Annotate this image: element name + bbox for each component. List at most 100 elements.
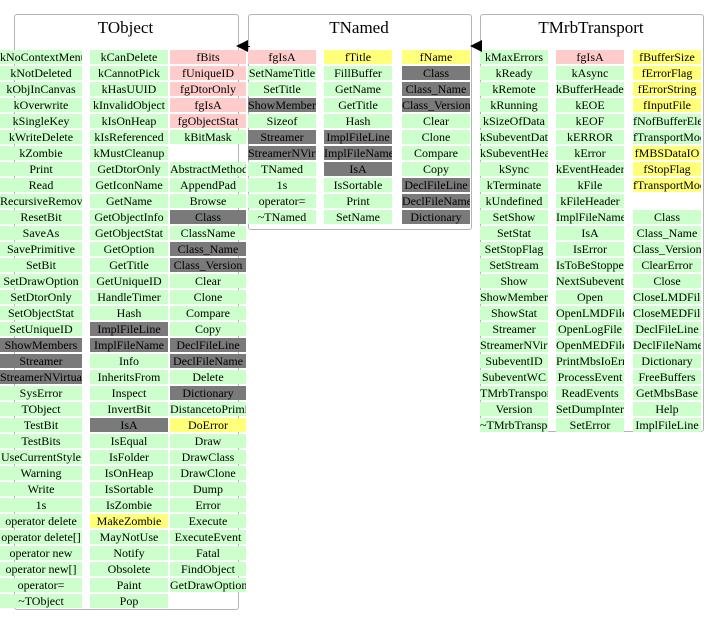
member-tmrbtransport: IsError (556, 242, 624, 256)
member-tmrbtransport: fNofBufferElements (633, 114, 701, 128)
member-tmrbtransport: fBufferSize (633, 50, 701, 64)
member-tmrbtransport: GetMbsBase (633, 386, 701, 400)
member-tobject: ImplFileLine (90, 322, 168, 336)
member-tobject: IsA (90, 418, 168, 432)
member-tobject: Delete (170, 370, 246, 384)
member-tnamed: TNamed (248, 162, 316, 176)
member-tobject: fgDtorOnly (170, 82, 246, 96)
member-tmrbtransport: ReadEvents (556, 386, 624, 400)
member-tmrbtransport: fInputFile (633, 98, 701, 112)
member-tobject: Info (90, 354, 168, 368)
inheritance-arrow (470, 40, 482, 52)
member-tmrbtransport: fMBSDataIO (633, 146, 701, 160)
member-tmrbtransport: TMrbTransport (480, 386, 548, 400)
member-tobject: kCanDelete (90, 50, 168, 64)
member-tmrbtransport: kEOF (556, 114, 624, 128)
member-tobject: kHasUUID (90, 82, 168, 96)
member-tmrbtransport: kSync (480, 162, 548, 176)
member-tmrbtransport: kEventHeader (556, 162, 624, 176)
member-tobject: Paint (90, 578, 168, 592)
member-tmrbtransport: kMaxErrors (480, 50, 548, 64)
member-tmrbtransport: kReady (480, 66, 548, 80)
member-tmrbtransport: fStopFlag (633, 162, 701, 176)
member-tobject: Error (170, 498, 246, 512)
member-tnamed: Hash (324, 114, 392, 128)
member-tobject: kNotDeleted (0, 66, 82, 80)
member-tmrbtransport: kTerminate (480, 178, 548, 192)
class-title-tnamed: TNamed (329, 18, 389, 37)
member-tobject: Copy (170, 322, 246, 336)
member-tmrbtransport: kFileHeader (556, 194, 624, 208)
member-tmrbtransport: ImplFileLine (633, 418, 701, 432)
member-tobject: Print (0, 162, 82, 176)
member-tobject: MayNotUse (90, 530, 168, 544)
member-tobject: kSingleKey (0, 114, 82, 128)
member-tnamed: DeclFileName (402, 194, 470, 208)
member-tobject: GetIconName (90, 178, 168, 192)
member-tmrbtransport: DeclFileName (633, 338, 701, 352)
member-tnamed: fTitle (324, 50, 392, 64)
member-tobject: GetTitle (90, 258, 168, 272)
member-tobject: Write (0, 482, 82, 496)
member-tobject: 1s (0, 498, 82, 512)
member-tobject: RecursiveRemove (0, 194, 82, 208)
member-tobject: fBits (170, 50, 246, 64)
member-tobject: SaveAs (0, 226, 82, 240)
inheritance-arrow (236, 40, 248, 52)
member-tmrbtransport: ShowStat (480, 306, 548, 320)
member-tmrbtransport: OpenLMDFile (556, 306, 624, 320)
member-tmrbtransport: kERROR (556, 130, 624, 144)
member-tobject: SetUniqueID (0, 322, 82, 336)
member-tnamed: operator= (248, 194, 316, 208)
member-tobject: Clone (170, 290, 246, 304)
member-tobject: GetDrawOption (170, 578, 246, 592)
member-tmrbtransport: kSizeOfData (480, 114, 548, 128)
member-tnamed: ImplFileLine (324, 130, 392, 144)
member-tnamed: Print (324, 194, 392, 208)
member-tobject: ~TObject (0, 594, 82, 608)
member-tobject: fgIsA (170, 98, 246, 112)
member-tobject: DeclFileLine (170, 338, 246, 352)
member-tobject: StreamerNVirtual (0, 370, 82, 384)
member-tobject: Dictionary (170, 386, 246, 400)
member-tmrbtransport: kSubeventData (480, 130, 548, 144)
member-tobject: Draw (170, 434, 246, 448)
member-tmrbtransport: fErrorFlag (633, 66, 701, 80)
member-tnamed: Compare (402, 146, 470, 160)
member-tnamed: ~TNamed (248, 210, 316, 224)
member-tobject: SetObjectStat (0, 306, 82, 320)
member-tmrbtransport: fTransportMode (633, 130, 701, 144)
member-tnamed: Class_Version (402, 98, 470, 112)
member-tmrbtransport: Help (633, 402, 701, 416)
member-tnamed: SetTitle (248, 82, 316, 96)
member-tmrbtransport: Streamer (480, 322, 548, 336)
member-tobject: kIsReferenced (90, 130, 168, 144)
member-tnamed: 1s (248, 178, 316, 192)
member-tnamed: FillBuffer (324, 66, 392, 80)
member-tnamed: IsA (324, 162, 392, 176)
class-title-tmrbtransport: TMrbTransport (538, 18, 644, 37)
member-tobject: GetUniqueID (90, 274, 168, 288)
member-tobject: IsSortable (90, 482, 168, 496)
member-tobject: GetName (90, 194, 168, 208)
member-tmrbtransport: kEOE (556, 98, 624, 112)
member-tmrbtransport: CloseLMDFile (633, 290, 701, 304)
member-tmrbtransport: DeclFileLine (633, 322, 701, 336)
member-tobject: fgObjectStat (170, 114, 246, 128)
member-tobject: operator= (0, 578, 82, 592)
member-tobject: Browse (170, 194, 246, 208)
member-tnamed: Streamer (248, 130, 316, 144)
class-title-tobject: TObject (97, 18, 154, 37)
member-tobject: ExecuteEvent (170, 530, 246, 544)
member-tmrbtransport: StreamerNVirtual (480, 338, 548, 352)
member-tmrbtransport: fErrorString (633, 82, 701, 96)
member-tmrbtransport: Version (480, 402, 548, 416)
member-tnamed: Class_Name (402, 82, 470, 96)
member-tmrbtransport: IsToBeStopped (556, 258, 624, 272)
member-tobject: Class_Version (170, 258, 246, 272)
member-tobject: SavePrimitive (0, 242, 82, 256)
member-tobject: DoError (170, 418, 246, 432)
member-tmrbtransport: Open (556, 290, 624, 304)
member-tmrbtransport: CloseMEDFile (633, 306, 701, 320)
member-tmrbtransport: Show (480, 274, 548, 288)
